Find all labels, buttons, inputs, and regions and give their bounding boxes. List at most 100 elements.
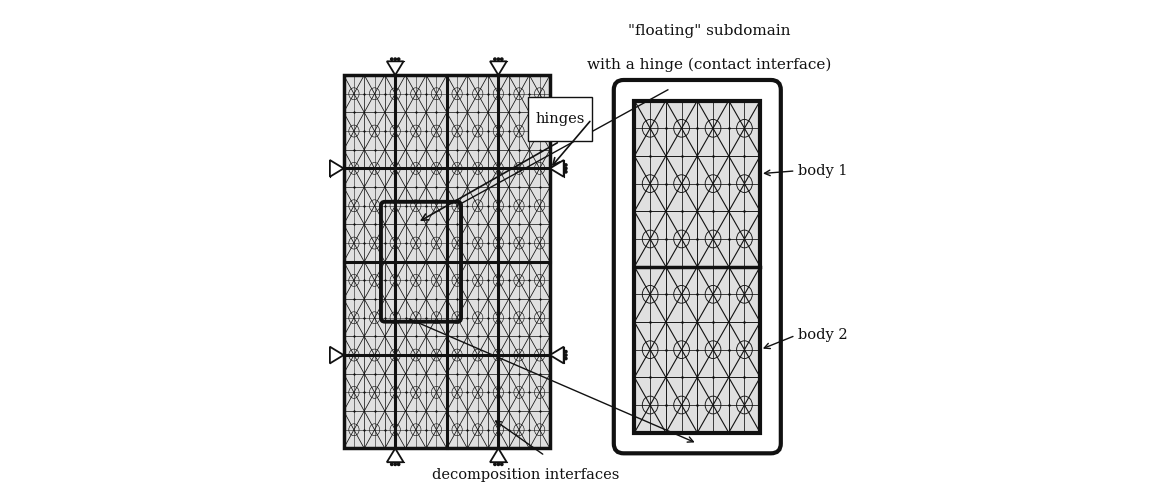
Bar [385,336,406,374]
Bar [406,187,426,224]
Bar [447,187,468,224]
Bar [468,336,488,374]
Bar [364,187,385,224]
Bar [666,322,697,377]
Bar [697,267,728,322]
Bar [728,211,761,267]
Circle shape [498,58,500,60]
Bar [344,224,364,262]
Bar [488,411,509,449]
Bar [509,75,530,113]
Bar [447,224,468,262]
Bar [666,156,697,211]
Circle shape [398,58,400,60]
Bar [344,75,364,113]
Circle shape [326,170,329,173]
Bar [530,262,550,299]
Circle shape [494,463,496,465]
Bar [364,374,385,411]
Bar [406,150,426,187]
Bar [488,336,509,374]
Bar [530,75,550,113]
Bar [406,336,426,374]
Bar [364,150,385,187]
Bar [488,113,509,150]
Bar [527,97,592,141]
Bar [468,75,488,113]
Circle shape [501,58,503,60]
Text: body 1: body 1 [799,164,848,178]
Bar [634,322,666,377]
Polygon shape [550,347,564,364]
Bar [406,75,426,113]
Polygon shape [387,449,403,462]
Bar [666,101,697,156]
Bar [530,113,550,150]
Bar [728,267,761,322]
Bar [634,101,666,156]
Circle shape [564,170,568,173]
Bar [426,113,447,150]
Bar [364,336,385,374]
Bar [447,262,468,299]
Circle shape [326,164,329,166]
Circle shape [326,357,329,360]
Bar [488,75,509,113]
Bar [426,411,447,449]
Text: "floating" subdomain: "floating" subdomain [629,24,791,38]
Circle shape [394,58,396,60]
Circle shape [391,463,393,465]
Bar [344,187,364,224]
Bar [447,75,468,113]
Bar [468,262,488,299]
Bar [509,411,530,449]
Circle shape [326,354,329,356]
Bar [697,211,728,267]
Bar [509,299,530,336]
Bar [447,411,468,449]
Bar [385,224,406,262]
Circle shape [394,463,396,465]
Bar [385,262,406,299]
Bar [426,224,447,262]
Polygon shape [489,61,507,75]
Bar [728,377,761,433]
Text: decomposition interfaces: decomposition interfaces [432,468,619,483]
Bar [385,150,406,187]
Bar [488,374,509,411]
Bar [509,336,530,374]
Bar [509,224,530,262]
Bar [364,75,385,113]
Bar [509,150,530,187]
Bar [509,262,530,299]
Bar [344,336,364,374]
Bar [488,262,509,299]
Bar [509,374,530,411]
Circle shape [564,350,568,353]
Bar [728,101,761,156]
Bar [468,374,488,411]
Bar [426,150,447,187]
Bar [488,150,509,187]
Bar [406,262,426,299]
Bar [426,75,447,113]
Bar [634,267,666,322]
Bar [697,101,728,156]
Circle shape [498,463,500,465]
Bar [728,322,761,377]
Bar [634,101,761,433]
Bar [364,411,385,449]
Bar [447,113,468,150]
Bar [364,224,385,262]
Circle shape [564,357,568,360]
Bar [530,299,550,336]
Bar [364,299,385,336]
Bar [406,224,426,262]
Polygon shape [387,61,403,75]
Bar [530,224,550,262]
Bar [468,150,488,187]
Bar [666,267,697,322]
Bar [488,299,509,336]
Circle shape [398,463,400,465]
Bar [468,187,488,224]
